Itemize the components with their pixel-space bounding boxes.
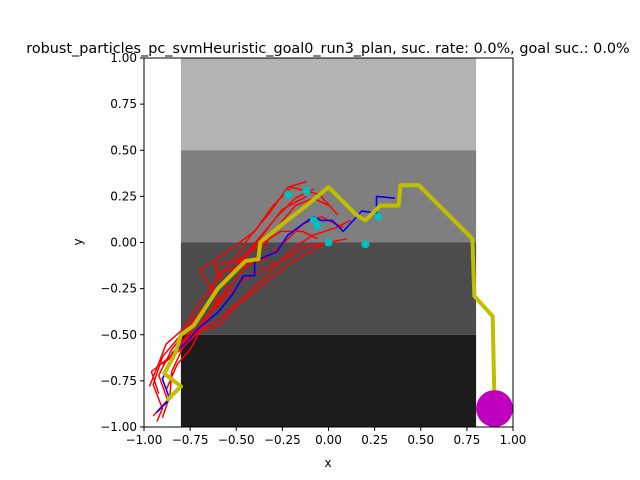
- y-tick-label: 1.00: [110, 51, 137, 65]
- y-tick-label: −1.00: [100, 420, 137, 434]
- region-band-0: [180, 58, 477, 151]
- goal-marker: [476, 390, 513, 427]
- x-tick-label: −1.00: [126, 433, 163, 447]
- particle-point-1: [302, 186, 311, 195]
- particle-path-4: [165, 186, 339, 391]
- y-tick-label: 0.00: [110, 236, 137, 250]
- x-tick-label: 0.75: [454, 433, 481, 447]
- particle-point-6: [374, 212, 383, 221]
- particle-point-0: [283, 190, 292, 199]
- y-tick-label: −0.75: [100, 374, 137, 388]
- plot-background-regions: [180, 58, 477, 427]
- x-tick-label: −0.75: [172, 433, 209, 447]
- x-tick-label: 1.00: [500, 433, 527, 447]
- y-tick-label: 0.75: [110, 97, 137, 111]
- mean-path-line: [156, 195, 395, 413]
- y-axis-label: y: [71, 238, 85, 245]
- x-tick-label: 0.00: [315, 433, 342, 447]
- y-tick-label: 0.25: [110, 189, 137, 203]
- particle-path-7: [161, 241, 326, 365]
- x-tick-label: 0.50: [407, 433, 434, 447]
- x-tick-label: −0.50: [218, 433, 255, 447]
- particle-path-9: [191, 238, 348, 336]
- y-tick-label: 0.50: [110, 143, 137, 157]
- x-axis-label: x: [324, 456, 331, 470]
- y-tick-label: −0.25: [100, 282, 137, 296]
- particle-path-3: [152, 197, 329, 417]
- region-band-2: [180, 242, 477, 335]
- y-tick-label: −0.50: [100, 328, 137, 342]
- chart-title: robust_particles_pc_svmHeuristic_goal0_r…: [26, 41, 630, 57]
- region-band-1: [180, 150, 477, 243]
- particle-point-4: [324, 238, 333, 247]
- particle-point-3: [313, 221, 322, 230]
- region-band-3: [180, 334, 477, 427]
- x-tick-label: 0.25: [361, 433, 388, 447]
- plan-path-line: [162, 183, 497, 411]
- x-tick-label: −0.25: [264, 433, 301, 447]
- axes-group: −1.00 −0.75 −0.50 −0.25 0.00 0.25 0.50 0.75 1.00…: [100, 51, 526, 447]
- plot-series-group: [148, 180, 513, 427]
- plot-clip-group: [148, 180, 497, 422]
- particle-point-5: [361, 240, 370, 249]
